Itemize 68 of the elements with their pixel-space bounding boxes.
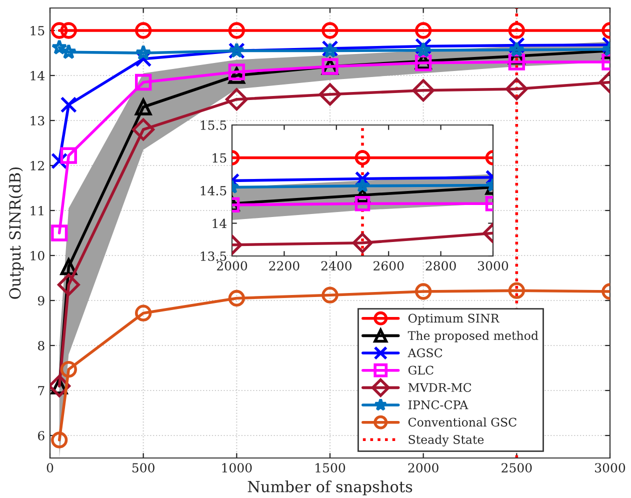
y-tick-label: 11 xyxy=(30,206,44,216)
point xyxy=(51,39,68,55)
x-axis-title: Number of snapshots xyxy=(248,480,412,496)
point xyxy=(60,22,77,39)
x-tick-label: 3000 xyxy=(478,261,508,271)
point xyxy=(135,44,152,60)
point xyxy=(322,286,338,304)
x-tick-label: 1000 xyxy=(222,463,252,473)
point xyxy=(415,22,432,39)
point xyxy=(228,64,245,80)
legend-label: IPNC-CPA xyxy=(408,400,468,410)
point xyxy=(508,22,525,39)
legend-label: Optimum SINR xyxy=(408,314,500,325)
point xyxy=(51,224,68,242)
y-tick-label: 8 xyxy=(38,340,44,350)
point xyxy=(505,78,528,100)
legend-label: The proposed method xyxy=(408,330,538,342)
legend-label: AGSC xyxy=(408,348,442,358)
y-axis-title: Output SINR(dB) xyxy=(8,168,24,299)
point xyxy=(318,83,342,106)
point xyxy=(508,42,525,57)
x-tick-label: 2800 xyxy=(426,261,456,271)
y-tick-label: 13 xyxy=(30,116,44,126)
point xyxy=(60,96,77,114)
x-tick-label: 1500 xyxy=(316,463,346,473)
point xyxy=(508,282,525,299)
y-tick-label: 9 xyxy=(38,296,44,306)
point xyxy=(412,79,435,102)
legend-label: MVDR-MC xyxy=(408,383,472,392)
point xyxy=(135,74,152,91)
point xyxy=(322,22,338,39)
x-tick-label: 500 xyxy=(132,463,154,473)
point xyxy=(60,361,77,378)
x-tick-label: 2000 xyxy=(408,463,438,473)
y-tick-label: 15.5 xyxy=(200,120,226,130)
legend-label: Conventional GSC xyxy=(408,417,516,427)
point xyxy=(225,88,248,111)
legend-label: GLC xyxy=(408,366,434,375)
y-tick-label: 14.5 xyxy=(200,186,226,196)
x-tick-label: 2200 xyxy=(269,261,300,271)
y-tick-label: 7 xyxy=(38,386,44,396)
y-tick-label: 14 xyxy=(212,218,227,228)
point xyxy=(135,98,152,116)
y-tick-label: 6 xyxy=(38,430,44,440)
x-tick-label: 3000 xyxy=(595,463,626,473)
y-tick-label: 15 xyxy=(212,153,226,163)
ref-line-label: Steady State xyxy=(408,434,484,446)
point xyxy=(132,118,155,141)
point xyxy=(60,147,77,164)
x-tick-label: 2500 xyxy=(502,463,532,473)
point xyxy=(135,304,152,322)
y-tick-label: 12 xyxy=(30,160,44,170)
y-tick-label: 14 xyxy=(30,70,45,80)
x-tick-label: 2000 xyxy=(216,261,248,271)
point xyxy=(135,22,152,39)
point xyxy=(51,432,68,448)
point xyxy=(57,274,80,296)
point xyxy=(228,22,245,39)
y-tick-label: 15 xyxy=(30,26,44,36)
y-tick-label: 13.5 xyxy=(200,251,226,261)
x-tick-label: 2600 xyxy=(374,261,404,271)
x-tick-label: 0 xyxy=(46,463,54,473)
point xyxy=(228,290,245,307)
point xyxy=(415,283,432,300)
point xyxy=(51,22,68,39)
x-tick-label: 2400 xyxy=(321,261,352,271)
y-tick-label: 10 xyxy=(30,250,44,260)
point xyxy=(415,42,432,58)
